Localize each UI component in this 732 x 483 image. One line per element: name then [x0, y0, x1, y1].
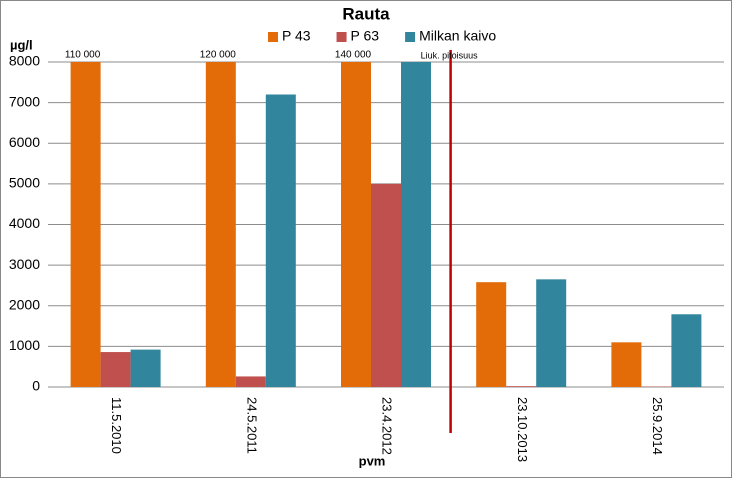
x-tick-label: 23.10.2013	[515, 397, 530, 462]
x-tick-label: 11.5.2010	[109, 397, 124, 454]
y-tick-label: 5000	[9, 175, 40, 191]
value-label: 110 000	[65, 50, 101, 61]
chart-title: Rauta	[342, 4, 390, 23]
y-tick-label: 6000	[9, 134, 40, 150]
bar	[236, 376, 266, 387]
y-tick-label: 7000	[9, 93, 40, 109]
legend-swatch	[337, 32, 347, 42]
bar	[476, 282, 506, 387]
legend-label: P 63	[351, 28, 380, 44]
y-tick-label: 0	[32, 378, 40, 394]
legend-label: P 43	[282, 28, 311, 44]
bar	[611, 342, 641, 387]
x-tick-label: 24.5.2011	[244, 397, 259, 454]
y-tick-label: 3000	[9, 256, 40, 272]
bar	[506, 386, 536, 387]
value-label: 140 000	[335, 50, 372, 61]
annotation: Liuk. pitoisuus	[421, 50, 479, 60]
bar	[536, 279, 566, 387]
x-tick-label: 23.4.2012	[380, 397, 395, 455]
y-tick-label: 2000	[9, 296, 40, 312]
x-axis-label: pvm	[359, 453, 386, 468]
x-tick-label: 25.9.2014	[650, 397, 665, 455]
bar	[371, 184, 401, 387]
legend-label: Milkan kaivo	[419, 28, 496, 44]
bar	[401, 62, 431, 387]
legend-swatch	[405, 32, 415, 42]
y-tick-label: 8000	[9, 53, 40, 69]
value-label: 120 000	[200, 50, 237, 61]
y-axis-label: µg/l	[10, 37, 33, 52]
y-tick-label: 1000	[9, 337, 40, 353]
bar	[266, 95, 296, 388]
bar	[131, 350, 161, 387]
y-tick-label: 4000	[9, 215, 40, 231]
bar	[671, 314, 701, 387]
bar	[101, 352, 131, 387]
legend-swatch	[268, 32, 278, 42]
